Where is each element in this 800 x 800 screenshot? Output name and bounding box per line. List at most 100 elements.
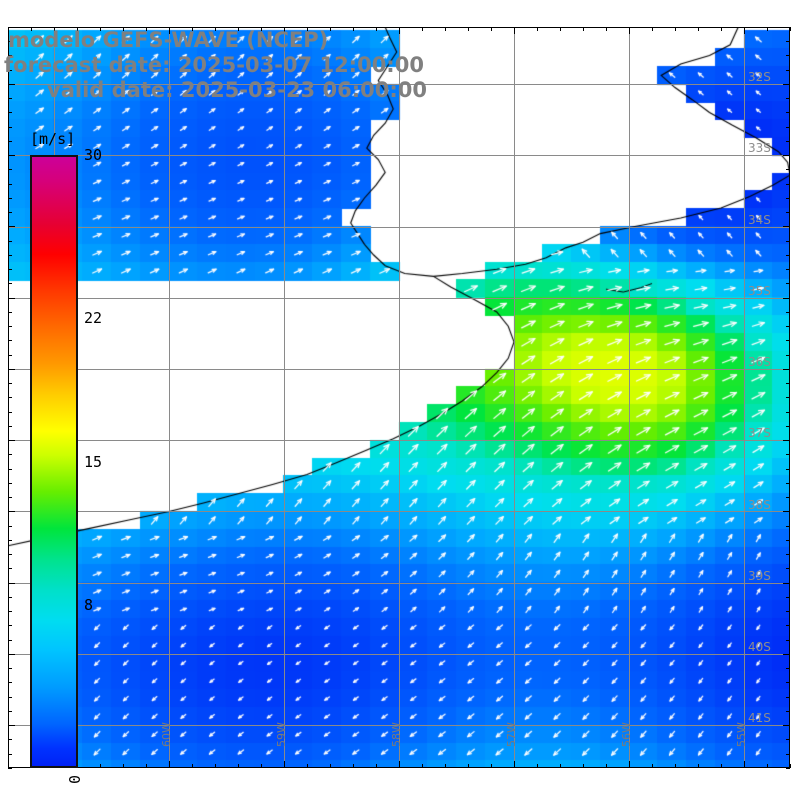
tick-bottom <box>629 761 630 768</box>
tick-bottom <box>767 764 768 768</box>
tick-right <box>786 497 790 498</box>
tick-left <box>8 625 12 626</box>
tick-top <box>491 27 492 31</box>
tick-left <box>8 27 12 28</box>
tick-right <box>786 27 790 28</box>
tick-right <box>783 511 790 512</box>
lat-label-35S: 35S <box>748 283 771 298</box>
tick-bottom <box>100 764 101 768</box>
tick-right <box>786 98 790 99</box>
lon-label-55W: 55W <box>735 722 748 747</box>
tick-right <box>783 84 790 85</box>
tick-right <box>786 412 790 413</box>
tick-bottom <box>192 764 193 768</box>
tick-left <box>8 497 12 498</box>
tick-bottom <box>606 764 607 768</box>
tick-left <box>8 711 12 712</box>
tick-top <box>100 27 101 31</box>
tick-left <box>8 454 12 455</box>
tick-left <box>8 412 12 413</box>
colorbar-tick-0: 0 <box>66 774 84 784</box>
tick-bottom <box>790 764 791 768</box>
gridline-lat-38S <box>8 511 790 512</box>
tick-top <box>330 27 331 31</box>
tick-right <box>786 169 790 170</box>
tick-bottom <box>514 761 515 768</box>
tick-bottom <box>583 764 584 768</box>
tick-right <box>786 739 790 740</box>
tick-left <box>8 269 12 270</box>
tick-left <box>8 283 12 284</box>
tick-top <box>169 27 170 34</box>
colorbar[interactable] <box>30 155 78 768</box>
gridline-lon-56W <box>629 27 630 768</box>
lat-label-39S: 39S <box>748 568 771 583</box>
tick-right <box>786 55 790 56</box>
tick-right <box>786 526 790 527</box>
lon-label-56W: 56W <box>620 722 633 747</box>
tick-left <box>8 98 12 99</box>
tick-top <box>514 27 515 34</box>
tick-top <box>8 27 9 31</box>
tick-left <box>8 682 12 683</box>
tick-top <box>721 27 722 31</box>
tick-bottom <box>284 761 285 768</box>
gridline-lat-41S <box>8 725 790 726</box>
tick-bottom <box>675 764 676 768</box>
tick-bottom <box>8 764 9 768</box>
lon-label-60W: 60W <box>160 722 173 747</box>
tick-right <box>786 283 790 284</box>
tick-right <box>786 340 790 341</box>
tick-right <box>786 597 790 598</box>
tick-left <box>8 668 12 669</box>
tick-left <box>8 768 12 769</box>
lat-label-33S: 33S <box>748 141 771 156</box>
tick-right <box>786 241 790 242</box>
tick-right <box>783 298 790 299</box>
tick-left <box>8 440 15 441</box>
tick-right <box>786 70 790 71</box>
tick-bottom <box>353 764 354 768</box>
colorbar-tick-15: 15 <box>84 452 103 471</box>
tick-bottom <box>652 764 653 768</box>
tick-right <box>786 682 790 683</box>
map-plot-area[interactable] <box>8 27 790 768</box>
tick-top <box>307 27 308 31</box>
gridline-lat-35S <box>8 298 790 299</box>
tick-top <box>192 27 193 31</box>
tick-left <box>8 70 12 71</box>
title-valid-date: valid date: 2025-03-23 06:00:00 <box>47 78 427 102</box>
tick-left <box>8 241 12 242</box>
tick-right <box>786 454 790 455</box>
lon-label-59W: 59W <box>275 722 288 747</box>
lat-label-37S: 37S <box>748 426 771 441</box>
tick-left <box>8 426 12 427</box>
tick-bottom <box>238 764 239 768</box>
gridline-lat-39S <box>8 583 790 584</box>
tick-top <box>744 27 745 34</box>
tick-left <box>8 568 12 569</box>
tick-left <box>8 55 12 56</box>
tick-bottom <box>376 764 377 768</box>
tick-right <box>783 155 790 156</box>
tick-bottom <box>307 764 308 768</box>
tick-left <box>8 155 15 156</box>
tick-right <box>783 654 790 655</box>
tick-top <box>399 27 400 34</box>
tick-top <box>468 27 469 31</box>
gridline-lon-60W <box>169 27 170 768</box>
tick-left <box>8 169 12 170</box>
tick-left <box>8 255 12 256</box>
tick-right <box>783 725 790 726</box>
title-forecast-date: forecast date: 2025-03-07 12:00:00 <box>4 53 424 77</box>
tick-top <box>652 27 653 31</box>
tick-top <box>445 27 446 31</box>
colorbar-gradient <box>30 155 78 768</box>
tick-top <box>675 27 676 31</box>
tick-top <box>422 27 423 31</box>
tick-left <box>8 41 12 42</box>
tick-left <box>8 597 12 598</box>
tick-bottom <box>721 764 722 768</box>
tick-right <box>786 312 790 313</box>
colorbar-unit-label: [m/s] <box>30 130 76 148</box>
